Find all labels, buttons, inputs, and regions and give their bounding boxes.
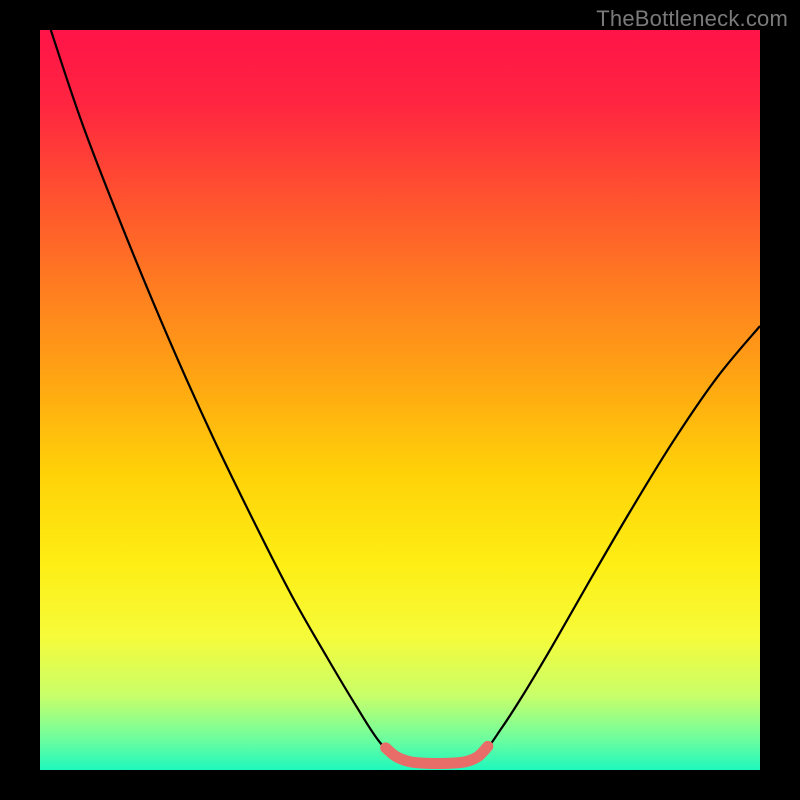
watermark-text: TheBottleneck.com bbox=[596, 6, 788, 32]
bottleneck-chart bbox=[0, 0, 800, 800]
plot-background bbox=[40, 30, 760, 770]
